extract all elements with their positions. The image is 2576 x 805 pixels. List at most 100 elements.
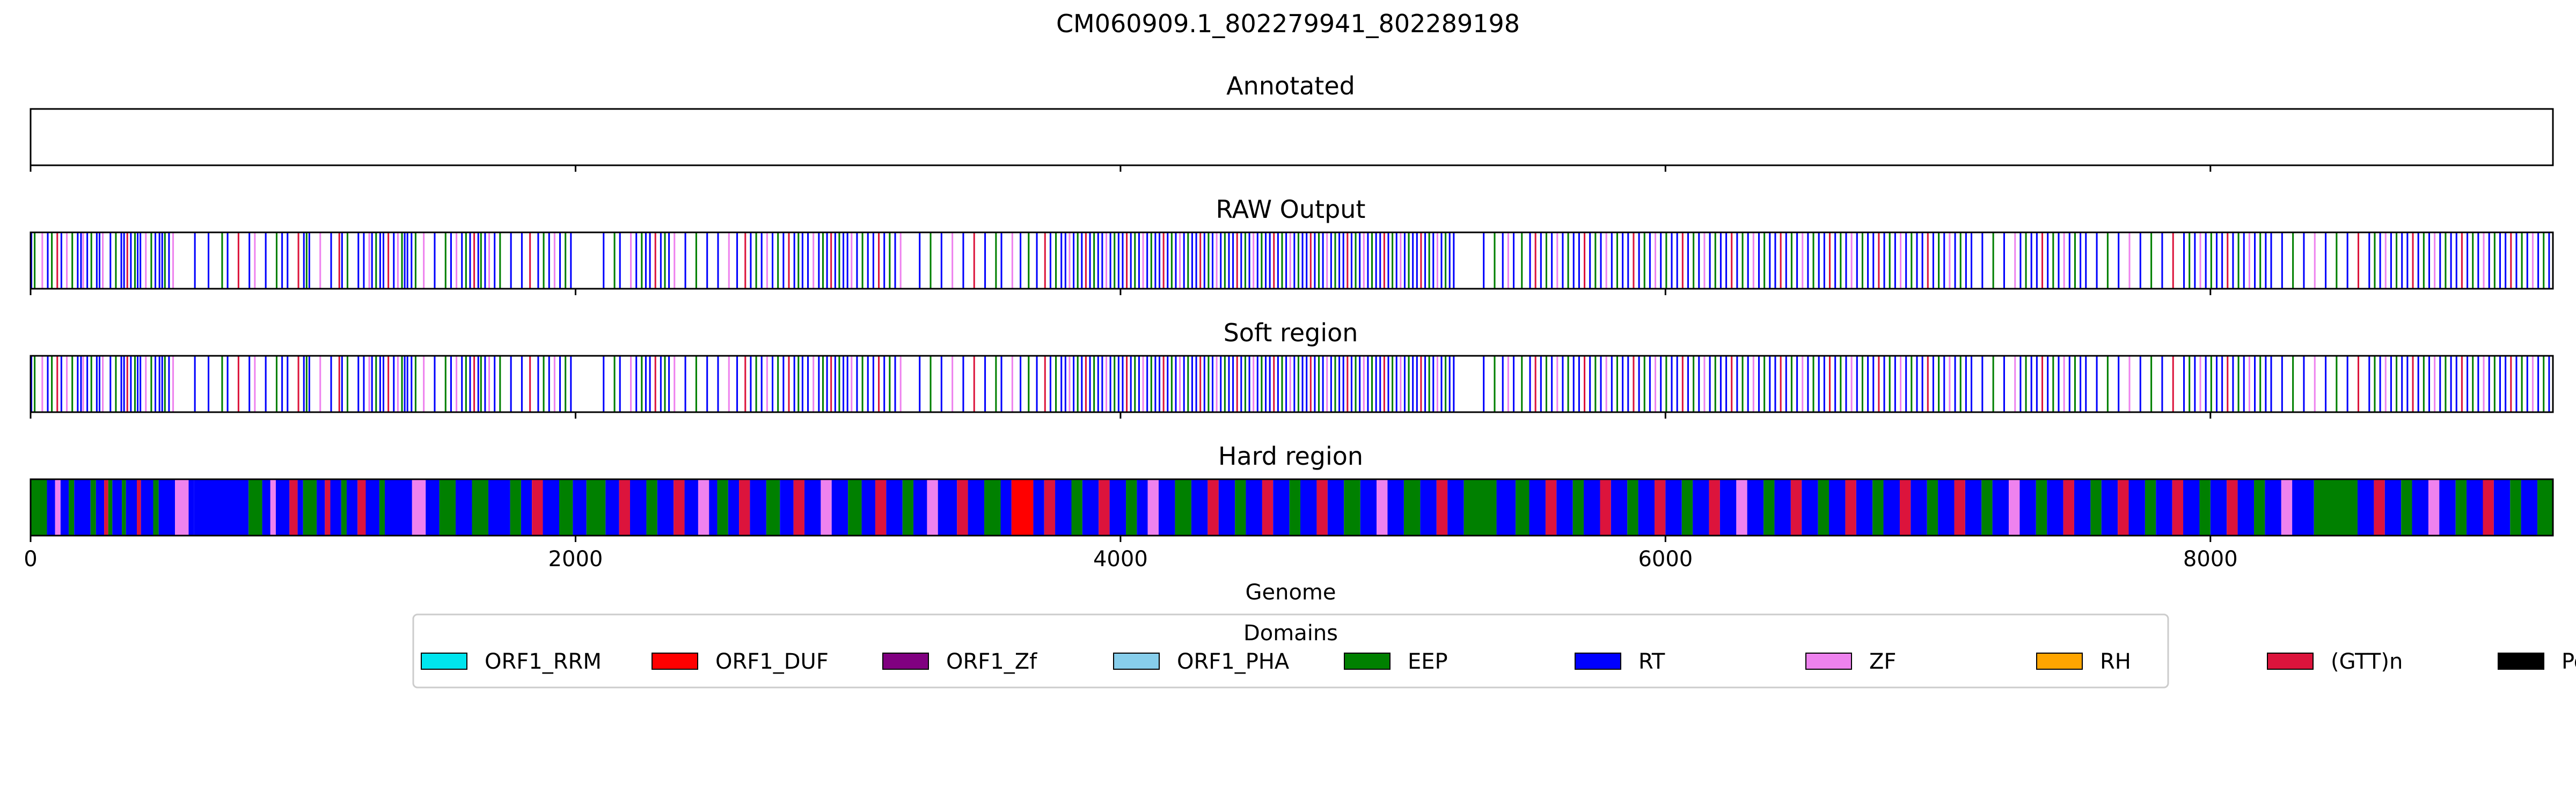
domain-segment-rt bbox=[1911, 479, 1927, 536]
domain-segment-rt bbox=[1540, 356, 1542, 412]
domain-segment-rt bbox=[1747, 479, 1764, 536]
domain-segment-rt bbox=[1529, 479, 1546, 536]
domain-segment-eep bbox=[1428, 356, 1430, 412]
domain-segment-zf bbox=[102, 356, 104, 412]
domain-segment-gtt-n bbox=[1584, 356, 1586, 412]
domain-segment-rt bbox=[1060, 356, 1063, 412]
domain-segment-rt bbox=[605, 479, 619, 536]
domain-segment-rt bbox=[1101, 232, 1103, 289]
domain-segment-rt bbox=[1033, 479, 1044, 536]
domain-segment-rt bbox=[126, 479, 137, 536]
domain-segment-rt bbox=[1981, 356, 1984, 412]
domain-segment-eep bbox=[2336, 356, 2338, 412]
domain-segment-rt bbox=[919, 356, 921, 412]
domain-segment-eep bbox=[1028, 356, 1030, 412]
domain-segment-zf bbox=[2009, 479, 2020, 536]
domain-segment-rt bbox=[1818, 232, 1820, 289]
domain-segment-gtt-n bbox=[1316, 479, 1328, 536]
domain-segment-rt bbox=[1082, 479, 1099, 536]
domain-segment-gtt-n bbox=[1899, 479, 1911, 536]
domain-segment-rt bbox=[1412, 356, 1414, 412]
domain-segment-zf bbox=[728, 232, 730, 289]
domain-segment-rt bbox=[1089, 232, 1091, 289]
domain-segment-eep bbox=[1790, 232, 1792, 289]
domain-segment-rt bbox=[2412, 479, 2428, 536]
domain-segment-rt bbox=[1796, 232, 1798, 289]
domain-segment-rt bbox=[750, 232, 752, 289]
domain-segment-zf bbox=[2434, 356, 2436, 412]
domain-segment-zf bbox=[952, 232, 954, 289]
domain-segment-gtt-n bbox=[1845, 479, 1856, 536]
domain-segment-rt bbox=[861, 479, 875, 536]
domain-segment-rt bbox=[894, 232, 896, 289]
domain-segment-gtt-n bbox=[1208, 479, 1219, 536]
domain-segment-rt bbox=[1101, 356, 1103, 412]
domain-segment-rt bbox=[2139, 356, 2141, 412]
domain-segment-eep bbox=[1187, 356, 1189, 412]
domain-segment-rt bbox=[831, 479, 848, 536]
domain-segment-rt bbox=[2548, 356, 2550, 412]
x-tick-label: 8000 bbox=[2183, 547, 2238, 572]
domain-segment-rt bbox=[668, 356, 670, 412]
domain-segment-rt bbox=[2526, 356, 2528, 412]
domain-segment-rt bbox=[782, 232, 785, 289]
domain-segment-rt bbox=[1097, 356, 1099, 412]
domain-segment-rt bbox=[2085, 356, 2087, 412]
domain-segment-eep bbox=[2074, 232, 2076, 289]
domain-segment-rt bbox=[2467, 356, 2469, 412]
domain-segment-rt bbox=[2183, 356, 2185, 412]
domain-segment-eep bbox=[1355, 356, 1357, 412]
domain-segment-eep bbox=[444, 232, 447, 289]
domain-segment-eep bbox=[1911, 232, 1913, 289]
domain-segment-eep bbox=[1224, 232, 1226, 289]
domain-segment-rt bbox=[2346, 232, 2348, 289]
domain-segment-rt bbox=[2379, 356, 2381, 412]
domain-segment-gtt-n bbox=[1236, 232, 1238, 289]
domain-segment-rt bbox=[74, 479, 91, 536]
domain-segment-rt bbox=[1513, 232, 1515, 289]
domain-segment-rt bbox=[477, 232, 479, 289]
domain-segment-eep bbox=[2543, 356, 2545, 412]
domain-segment-rt bbox=[2019, 232, 2022, 289]
domain-segment-rt bbox=[1600, 356, 1602, 412]
domain-segment-rt bbox=[86, 356, 89, 412]
domain-segment-rt bbox=[1367, 232, 1369, 289]
domain-segment-rt bbox=[1578, 232, 1580, 289]
domain-segment-rt bbox=[2030, 356, 2032, 412]
x-tick-label: 2000 bbox=[548, 547, 603, 572]
legend-swatch bbox=[2036, 653, 2083, 670]
domain-segment-eep bbox=[777, 232, 779, 289]
domain-segment-rt bbox=[393, 232, 395, 289]
domain-segment-rt bbox=[456, 479, 472, 536]
domain-segment-rt bbox=[2074, 479, 2091, 536]
domain-segment-rt bbox=[750, 479, 766, 536]
domain-segment-rt bbox=[96, 232, 98, 289]
domain-segment-rt bbox=[1785, 356, 1787, 412]
domain-segment-rt bbox=[1818, 356, 1820, 412]
domain-segment-eep bbox=[2396, 232, 2398, 289]
domain-segment-zf bbox=[2384, 356, 2387, 412]
legend-swatch bbox=[882, 653, 929, 670]
domain-segment-gtt-n bbox=[2374, 479, 2385, 536]
legend-label: RT bbox=[1638, 649, 1665, 674]
domain-segment-rt bbox=[872, 232, 874, 289]
domain-segment-eep bbox=[134, 356, 136, 412]
domain-segment-eep bbox=[1028, 232, 1030, 289]
domain-segment-rt bbox=[1611, 232, 1613, 289]
domain-segment-zf bbox=[172, 356, 174, 412]
domain-segment-rt bbox=[1556, 479, 1573, 536]
domain-segment-eep bbox=[1126, 479, 1137, 536]
domain-segment-rt bbox=[1191, 356, 1193, 412]
domain-segment-rt bbox=[2401, 232, 2403, 289]
domain-segment-rt bbox=[1300, 479, 1317, 536]
domain-segment-eep bbox=[1959, 356, 1962, 412]
domain-segment-rt bbox=[1513, 356, 1515, 412]
domain-segment-rt bbox=[1167, 356, 1169, 412]
domain-segment-rt bbox=[330, 479, 341, 536]
domain-segment-rt bbox=[1551, 356, 1553, 412]
domain-segment-rt bbox=[137, 232, 139, 289]
domain-segment-eep bbox=[2237, 232, 2240, 289]
domain-segment-gtt-n bbox=[473, 232, 475, 289]
domain-segment-gtt-n bbox=[2227, 479, 2238, 536]
domain-segment-eep bbox=[1297, 356, 1299, 412]
